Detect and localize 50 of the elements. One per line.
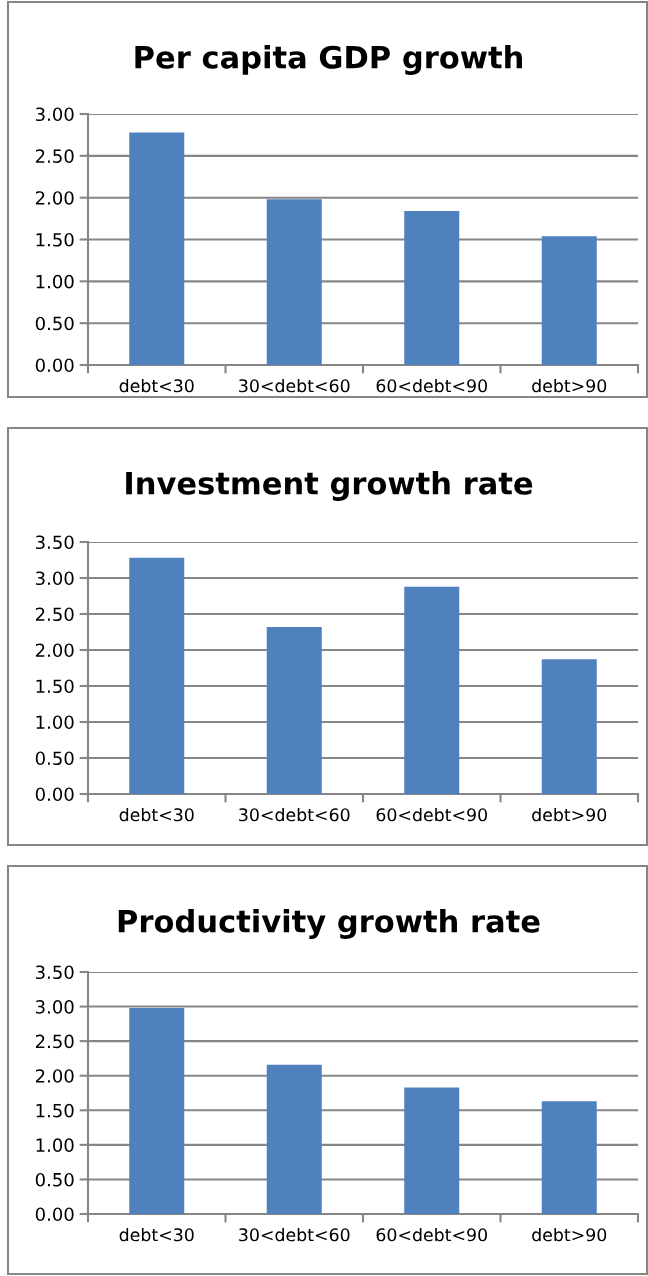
chart-title: Investment growth rate: [126, 471, 533, 501]
y-tick-label: 0.50: [35, 316, 74, 331]
bar: [266, 1064, 322, 1214]
x-tick-label: 30<debt<60: [239, 1227, 350, 1242]
y-tick-label: 0.00: [35, 1207, 74, 1222]
bar: [129, 132, 185, 365]
y-tick-label: 1.50: [36, 232, 74, 247]
x-tick-label: debt<30: [119, 1227, 194, 1242]
y-tick-label: 0.50: [35, 751, 74, 766]
y-tick-label: 2.50: [35, 607, 74, 622]
y-tick-label: 1.00: [36, 715, 74, 730]
y-tick-label: 0.50: [35, 1172, 74, 1187]
x-tick-label: 30<debt<60: [239, 378, 350, 393]
y-tick-label: 2.50: [35, 149, 74, 163]
bar: [541, 236, 597, 365]
y-tick-label: 0.00: [35, 358, 74, 373]
y-tick-label: 1.50: [36, 1103, 74, 1118]
y-tick-label: 1.00: [36, 274, 74, 289]
bar: [404, 211, 460, 365]
x-tick-label: 60<debt<90: [376, 807, 487, 822]
x-tick-label: 60<debt<90: [376, 1227, 487, 1242]
bar: [541, 659, 597, 794]
bar: [541, 1101, 597, 1214]
y-tick-label: 3.50: [35, 535, 74, 550]
x-tick-label: debt>90: [532, 1227, 607, 1242]
y-tick-label: 3.00: [35, 571, 74, 586]
chart-title: Per capita GDP growth: [135, 45, 522, 75]
y-tick-label: 3.00: [35, 1000, 74, 1014]
y-tick-label: 0.00: [35, 787, 74, 802]
x-tick-label: debt>90: [532, 378, 607, 393]
bar: [266, 626, 322, 794]
bar: [404, 1087, 460, 1214]
x-tick-label: debt<30: [119, 807, 194, 822]
x-tick-label: debt<30: [119, 378, 194, 393]
y-tick-label: 2.00: [35, 1069, 74, 1083]
y-tick-label: 2.00: [35, 643, 74, 658]
x-tick-label: debt>90: [532, 807, 607, 822]
chart-title: Productivity growth rate: [118, 909, 540, 939]
bar: [129, 557, 185, 794]
y-tick-label: 2.50: [35, 1034, 74, 1049]
y-tick-label: 1.50: [36, 679, 74, 694]
y-tick-label: 3.50: [35, 965, 74, 980]
bar: [266, 199, 322, 365]
bar: [129, 1007, 185, 1214]
y-tick-label: 2.00: [35, 191, 74, 205]
x-tick-label: 30<debt<60: [239, 807, 350, 822]
bar: [404, 586, 460, 794]
x-tick-label: 60<debt<90: [376, 378, 487, 393]
y-tick-label: 1.00: [36, 1138, 74, 1152]
y-tick-label: 3.00: [35, 107, 74, 122]
